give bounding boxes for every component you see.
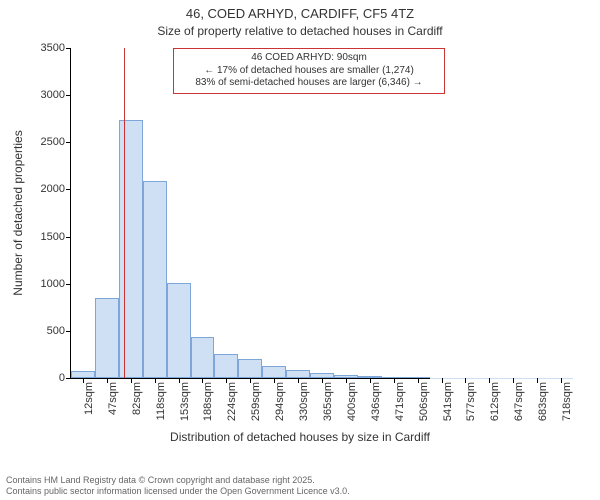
x-tick-label: 47sqm	[107, 382, 119, 415]
y-tick-label: 2500	[41, 136, 71, 148]
annotation-line1: ← 17% of detached houses are smaller (1,…	[177, 65, 441, 78]
y-tick-label: 1500	[41, 231, 71, 243]
histogram-bar	[214, 354, 238, 379]
histogram-bar	[71, 371, 95, 378]
chart-root: 46, COED ARHYD, CARDIFF, CF5 4TZ Size of…	[0, 0, 600, 500]
y-tick-label: 1000	[41, 278, 71, 290]
x-tick-label: 12sqm	[83, 382, 95, 415]
x-tick-label: 330sqm	[298, 382, 310, 421]
histogram-bar	[167, 283, 191, 378]
histogram-bar	[95, 298, 119, 378]
x-tick-label: 153sqm	[179, 382, 191, 421]
x-tick-label: 365sqm	[322, 382, 334, 421]
reference-marker-line	[124, 48, 125, 378]
attribution-line2: Contains public sector information licen…	[6, 486, 350, 497]
x-tick-label: 224sqm	[226, 382, 238, 421]
histogram-bar	[143, 181, 167, 378]
y-tick-label: 0	[59, 372, 71, 384]
plot-area: 050010001500200025003000350012sqm47sqm82…	[70, 48, 573, 379]
y-tick-label: 500	[47, 325, 71, 337]
histogram-bar	[262, 366, 286, 378]
x-tick-label: 471sqm	[394, 382, 406, 421]
x-tick-label: 506sqm	[418, 382, 430, 421]
y-axis-label: Number of detached properties	[11, 130, 25, 295]
x-tick-label: 612sqm	[489, 382, 501, 421]
x-tick-label: 82sqm	[131, 382, 143, 415]
x-tick-label: 188sqm	[202, 382, 214, 421]
x-tick-label: 436sqm	[370, 382, 382, 421]
histogram-bar	[286, 370, 310, 378]
x-tick-label: 577sqm	[465, 382, 477, 421]
x-tick-label: 294sqm	[274, 382, 286, 421]
chart-subtitle: Size of property relative to detached ho…	[0, 24, 600, 38]
chart-title: 46, COED ARHYD, CARDIFF, CF5 4TZ	[0, 6, 600, 21]
annotation-line2: 83% of semi-detached houses are larger (…	[177, 77, 441, 90]
histogram-bar	[238, 359, 262, 378]
y-tick-label: 3500	[41, 42, 71, 54]
x-tick-label: 400sqm	[346, 382, 358, 421]
x-tick-label: 118sqm	[155, 382, 167, 420]
x-tick-label: 718sqm	[561, 382, 573, 421]
x-tick-label: 647sqm	[513, 382, 525, 421]
annotation-box: 46 COED ARHYD: 90sqm← 17% of detached ho…	[173, 48, 445, 94]
x-tick-label: 541sqm	[442, 382, 454, 421]
attribution: Contains HM Land Registry data © Crown c…	[0, 472, 356, 500]
x-tick-label: 683sqm	[537, 382, 549, 421]
histogram-bar	[119, 120, 143, 378]
attribution-line1: Contains HM Land Registry data © Crown c…	[6, 475, 350, 486]
histogram-bar	[191, 337, 215, 378]
annotation-title: 46 COED ARHYD: 90sqm	[177, 52, 441, 65]
y-tick-label: 3000	[41, 89, 71, 101]
y-tick-label: 2000	[41, 183, 71, 195]
x-tick-label: 259sqm	[250, 382, 262, 421]
x-axis-label: Distribution of detached houses by size …	[0, 430, 600, 444]
